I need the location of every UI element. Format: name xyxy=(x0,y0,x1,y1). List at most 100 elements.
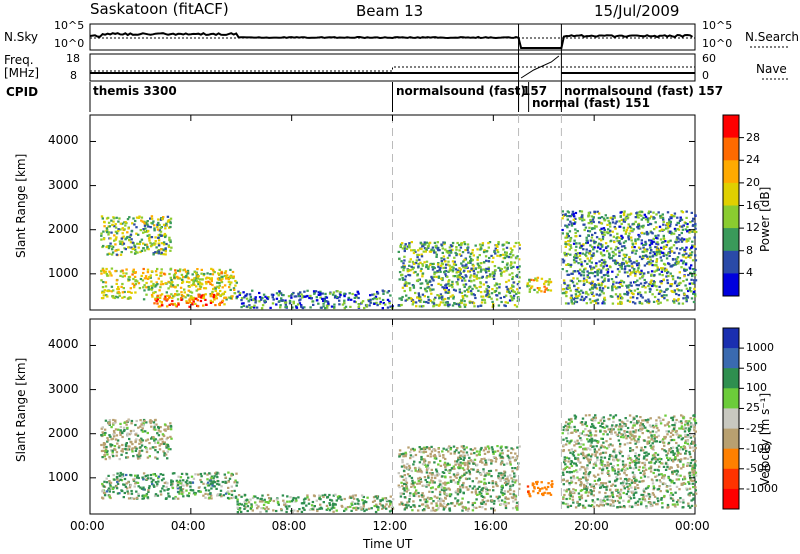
heatmap-cell xyxy=(548,492,551,495)
heatmap-cell xyxy=(116,492,120,495)
heatmap-cell xyxy=(356,502,360,505)
heatmap-cell xyxy=(622,281,626,284)
heatmap-cell xyxy=(629,229,632,232)
heatmap-cell xyxy=(381,507,384,510)
heatmap-cell xyxy=(154,441,157,444)
heatmap-cell xyxy=(142,231,145,234)
heatmap-cell xyxy=(161,283,165,286)
heatmap-cell xyxy=(123,429,126,432)
heatmap-cell xyxy=(121,489,124,493)
heatmap-cell xyxy=(106,216,110,219)
heatmap-cell xyxy=(109,481,113,484)
heatmap-cell xyxy=(216,483,219,486)
heatmap-cell xyxy=(496,294,499,297)
heatmap-cell xyxy=(423,287,427,290)
heatmap-cell xyxy=(692,292,695,295)
heatmap-cell xyxy=(478,266,481,269)
heatmap-cell xyxy=(476,271,480,274)
heatmap-cell xyxy=(418,247,422,250)
heatmap-cell xyxy=(180,298,183,301)
heatmap-cell xyxy=(246,505,250,508)
heatmap-cell xyxy=(171,486,175,490)
heatmap-cell xyxy=(582,223,585,226)
heatmap-cell xyxy=(243,507,246,510)
heatmap-cell xyxy=(186,269,190,272)
heatmap-cell xyxy=(470,267,473,270)
heatmap-cell xyxy=(325,296,329,299)
heatmap-cell xyxy=(647,212,650,215)
heatmap-cell xyxy=(319,290,322,293)
heatmap-cell xyxy=(247,299,251,302)
heatmap-cell xyxy=(154,474,158,477)
heatmap-cell xyxy=(503,266,507,269)
heatmap-cell xyxy=(675,238,678,241)
heatmap-cell xyxy=(126,218,130,221)
heatmap-cell xyxy=(441,296,444,299)
heatmap-cell xyxy=(677,262,680,265)
heatmap-cell xyxy=(676,299,680,302)
heatmap-cell xyxy=(382,290,385,293)
heatmap-cell xyxy=(167,294,170,297)
heatmap-cell xyxy=(417,249,420,252)
heatmap-cell xyxy=(157,221,160,224)
heatmap-cell xyxy=(589,218,592,222)
heatmap-cell xyxy=(456,493,460,496)
heatmap-cell xyxy=(142,478,145,481)
heatmap-cell xyxy=(134,423,137,427)
heatmap-cell xyxy=(147,225,150,228)
heatmap-cell xyxy=(113,234,116,237)
heatmap-cell xyxy=(163,442,166,445)
heatmap-cell xyxy=(420,305,424,308)
heatmap-cell xyxy=(152,479,155,482)
heatmap-cell xyxy=(486,445,490,448)
heatmap-cell xyxy=(234,279,237,283)
heatmap-cell xyxy=(691,220,694,223)
heatmap-cell xyxy=(196,268,199,271)
heatmap-cell xyxy=(150,437,153,440)
heatmap-cell xyxy=(628,264,631,268)
heatmap-cell xyxy=(114,226,118,229)
heatmap-cell xyxy=(448,509,452,512)
heatmap-cell xyxy=(430,284,433,287)
heatmap-cell xyxy=(413,504,416,507)
heatmap-cell xyxy=(114,419,117,422)
heatmap-cell xyxy=(471,251,474,254)
heatmap-cell xyxy=(128,216,131,219)
heatmap-cell xyxy=(513,290,516,294)
heatmap-cell xyxy=(156,432,159,435)
heatmap-cell xyxy=(438,479,441,482)
heatmap-cell xyxy=(491,260,494,264)
heatmap-cell xyxy=(145,243,149,246)
heatmap-cell xyxy=(137,216,140,219)
heatmap-cell xyxy=(291,306,294,309)
heatmap-cell xyxy=(591,272,595,275)
heatmap-cell xyxy=(570,299,573,302)
heatmap-cell xyxy=(307,498,311,501)
heatmap-cell xyxy=(482,268,486,271)
heatmap-cell xyxy=(570,222,573,225)
heatmap-cell xyxy=(442,456,445,459)
heatmap-cell xyxy=(116,288,119,291)
heatmap-cell xyxy=(170,293,173,296)
heatmap-cell xyxy=(638,301,641,305)
heatmap-cell xyxy=(125,420,129,423)
heatmap-cell xyxy=(398,503,401,506)
heatmap-cell xyxy=(573,254,577,257)
heatmap-cell xyxy=(100,443,103,447)
heatmap-cell xyxy=(432,302,436,305)
heatmap-cell xyxy=(675,260,678,263)
heatmap-cell xyxy=(635,262,639,265)
heatmap-cell xyxy=(498,286,501,289)
heatmap-cell xyxy=(190,298,194,301)
heatmap-cell xyxy=(114,223,117,226)
heatmap-cell xyxy=(378,502,382,505)
heatmap-cell xyxy=(469,289,473,293)
heatmap-cell xyxy=(254,298,257,301)
heatmap-cell xyxy=(194,493,197,496)
heatmap-cell xyxy=(603,228,606,231)
heatmap-cell xyxy=(187,301,190,304)
velocity-heatmap xyxy=(100,414,698,514)
heatmap-cell xyxy=(448,463,451,466)
heatmap-cell xyxy=(383,505,387,508)
heatmap-cell xyxy=(154,291,157,294)
